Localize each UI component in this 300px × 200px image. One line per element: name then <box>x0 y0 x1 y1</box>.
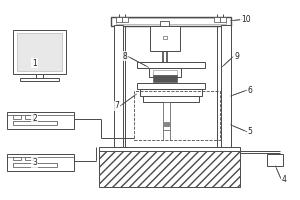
Text: 9: 9 <box>234 52 239 61</box>
Bar <box>153 70 177 75</box>
Bar <box>20 78 59 81</box>
Text: 3: 3 <box>32 158 37 167</box>
Bar <box>214 17 220 22</box>
Bar <box>153 75 178 82</box>
Bar <box>122 17 128 22</box>
Bar <box>160 21 169 26</box>
Bar <box>221 25 231 147</box>
Bar <box>116 18 226 24</box>
Bar <box>13 157 21 160</box>
Bar <box>13 115 21 119</box>
Bar <box>136 83 205 89</box>
Bar <box>25 157 33 160</box>
Bar <box>148 68 182 77</box>
Bar <box>7 112 74 129</box>
Bar <box>163 102 170 130</box>
Text: 10: 10 <box>241 15 250 24</box>
Bar <box>267 154 284 166</box>
Bar <box>142 96 199 102</box>
Bar <box>13 30 66 74</box>
Bar <box>17 33 62 71</box>
Bar <box>220 17 226 22</box>
Text: 1: 1 <box>32 59 37 68</box>
Bar <box>116 17 122 22</box>
Bar <box>111 17 231 26</box>
Bar <box>114 25 123 147</box>
Bar <box>25 115 33 119</box>
Bar <box>99 147 240 151</box>
Bar <box>136 62 205 68</box>
Bar <box>164 122 169 126</box>
Text: 2: 2 <box>32 114 37 123</box>
Bar <box>99 150 240 187</box>
Bar <box>140 89 202 96</box>
Text: 6: 6 <box>248 86 253 95</box>
Text: 4: 4 <box>282 175 287 184</box>
Text: 7: 7 <box>115 101 120 110</box>
Bar <box>13 121 57 125</box>
Bar <box>13 163 57 167</box>
Bar <box>134 91 220 140</box>
Bar <box>163 36 167 39</box>
Bar <box>7 154 74 171</box>
Text: 8: 8 <box>122 52 127 61</box>
Text: 5: 5 <box>248 127 253 136</box>
Bar <box>150 26 180 51</box>
